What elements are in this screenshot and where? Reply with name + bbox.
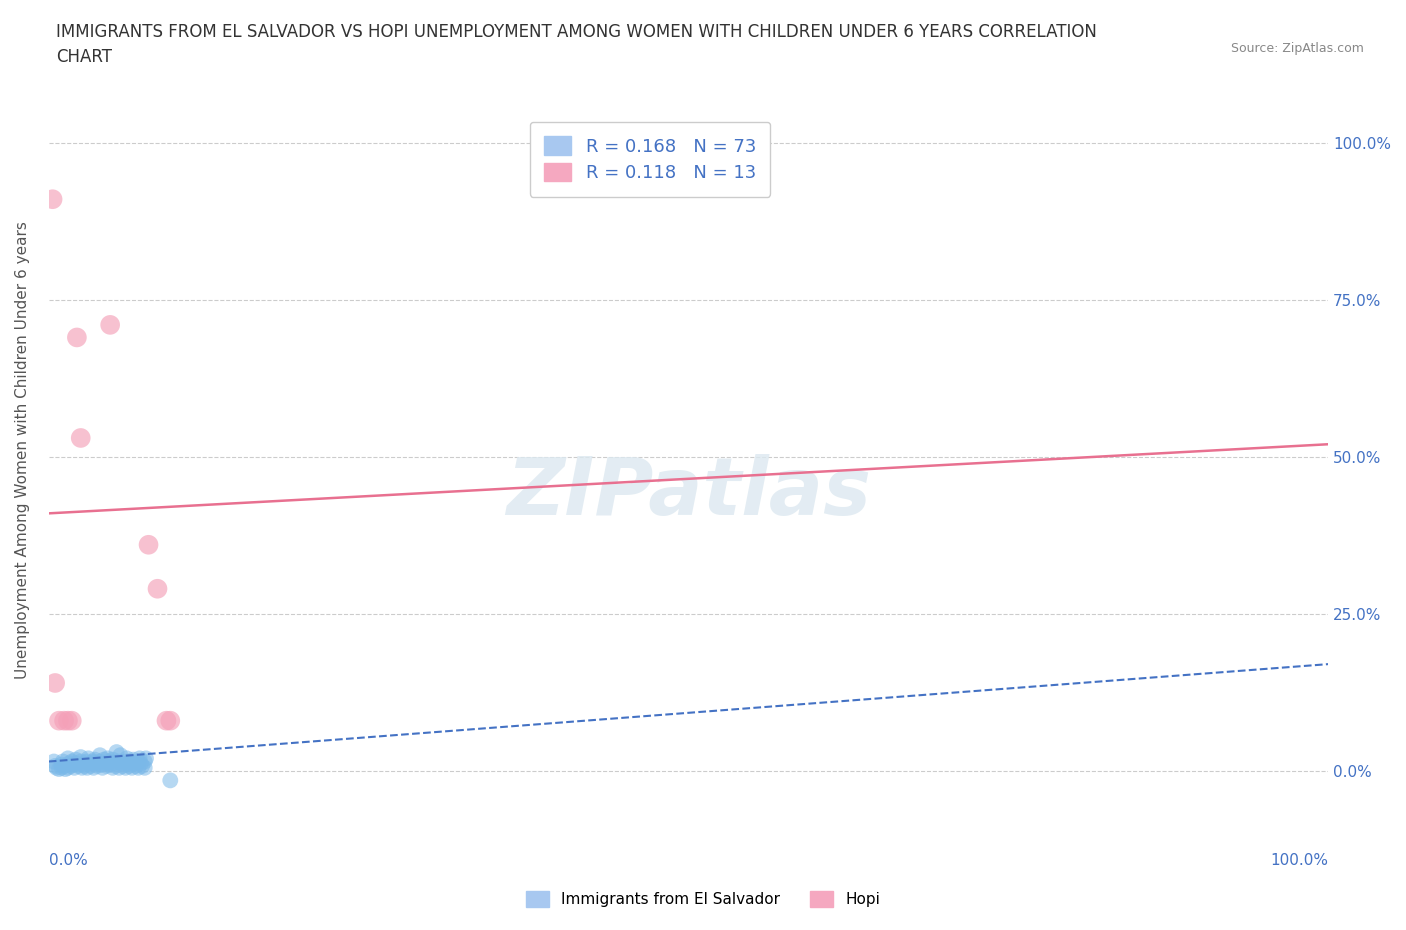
Point — [53, 759, 76, 774]
Point — [101, 761, 124, 776]
Point — [66, 330, 89, 345]
Point — [127, 754, 149, 769]
Point — [56, 751, 79, 765]
Point — [146, 581, 169, 596]
Point — [97, 754, 120, 769]
Point — [58, 756, 80, 771]
Point — [114, 761, 136, 776]
Point — [103, 756, 125, 771]
Point — [114, 754, 136, 769]
Point — [155, 713, 177, 728]
Point — [48, 762, 70, 777]
Point — [159, 713, 181, 728]
Point — [51, 761, 73, 776]
Point — [159, 773, 181, 788]
Point — [59, 759, 82, 774]
Point — [97, 751, 120, 765]
Point — [60, 754, 83, 769]
Point — [129, 756, 152, 771]
Point — [69, 754, 91, 769]
Point — [89, 748, 111, 763]
Point — [76, 761, 98, 776]
Point — [72, 757, 94, 772]
Point — [51, 757, 73, 772]
Point — [127, 761, 149, 776]
Point — [48, 713, 70, 728]
Text: Source: ZipAtlas.com: Source: ZipAtlas.com — [1230, 42, 1364, 55]
Point — [101, 752, 124, 767]
Point — [77, 751, 100, 765]
Point — [134, 761, 156, 776]
Point — [124, 756, 146, 771]
Point — [42, 754, 65, 769]
Text: IMMIGRANTS FROM EL SALVADOR VS HOPI UNEMPLOYMENT AMONG WOMEN WITH CHILDREN UNDER: IMMIGRANTS FROM EL SALVADOR VS HOPI UNEM… — [56, 23, 1097, 66]
Point — [67, 759, 90, 774]
Point — [110, 748, 132, 763]
Point — [45, 761, 67, 776]
Point — [84, 756, 107, 771]
Point — [69, 750, 91, 764]
Point — [89, 754, 111, 769]
Text: 100.0%: 100.0% — [1270, 853, 1329, 868]
Point — [122, 752, 145, 767]
Point — [83, 752, 105, 767]
Point — [108, 754, 131, 769]
Point — [117, 756, 139, 771]
Point — [69, 431, 91, 445]
Point — [63, 757, 86, 772]
Point — [86, 759, 108, 774]
Point — [96, 759, 118, 774]
Point — [121, 754, 143, 769]
Point — [56, 713, 79, 728]
Point — [131, 759, 153, 774]
Point — [52, 754, 75, 769]
Point — [108, 761, 131, 776]
Point — [44, 759, 66, 774]
Point — [60, 713, 83, 728]
Point — [98, 317, 121, 332]
Point — [79, 756, 101, 771]
Point — [135, 751, 157, 765]
Point — [76, 754, 98, 769]
Point — [66, 756, 89, 771]
Point — [105, 745, 128, 760]
Point — [121, 761, 143, 776]
Point — [111, 756, 134, 771]
Point — [93, 752, 115, 767]
Point — [73, 759, 96, 774]
Point — [83, 754, 105, 769]
Point — [41, 192, 63, 206]
Point — [80, 759, 103, 774]
Point — [128, 751, 150, 765]
Text: ZIPatlas: ZIPatlas — [506, 454, 870, 532]
Point — [70, 761, 93, 776]
Point — [44, 675, 66, 690]
Y-axis label: Unemployment Among Women with Children Under 6 years: Unemployment Among Women with Children U… — [15, 221, 30, 680]
Legend: Immigrants from El Salvador, Hopi: Immigrants from El Salvador, Hopi — [520, 884, 886, 913]
Point — [65, 752, 87, 767]
Point — [96, 756, 118, 771]
Point — [104, 759, 127, 774]
Point — [138, 538, 160, 552]
Point — [125, 759, 148, 774]
Point — [63, 761, 86, 776]
Point — [118, 759, 141, 774]
Point — [134, 754, 156, 769]
Point — [56, 761, 79, 776]
Point — [111, 759, 134, 774]
Point — [115, 751, 138, 765]
Point — [55, 762, 77, 777]
Point — [91, 761, 114, 776]
Point — [83, 761, 105, 776]
Point — [98, 757, 121, 772]
Point — [90, 757, 112, 772]
Point — [53, 713, 76, 728]
Text: 0.0%: 0.0% — [49, 853, 87, 868]
Legend: R = 0.168   N = 73, R = 0.118   N = 13: R = 0.168 N = 73, R = 0.118 N = 13 — [530, 122, 770, 196]
